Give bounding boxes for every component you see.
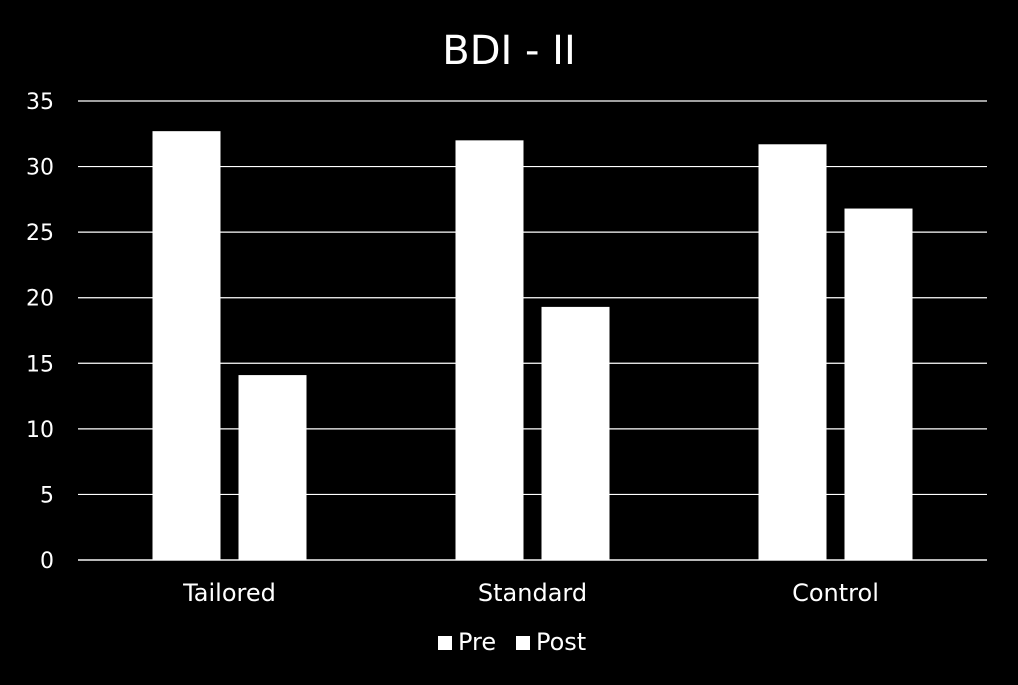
legend-label-post: Post <box>536 628 586 656</box>
bars <box>152 131 913 561</box>
legend-label-pre: Pre <box>458 628 496 656</box>
bar-standard-post <box>541 306 610 560</box>
legend: Pre Post <box>438 628 586 656</box>
y-tick-label: 20 <box>26 287 54 312</box>
y-tick-label: 10 <box>26 418 54 443</box>
y-tick-label: 30 <box>26 156 54 181</box>
y-axis: 0 5 10 15 20 25 30 35 <box>26 90 54 574</box>
bar-tailored-post <box>238 375 307 560</box>
y-tick-label: 25 <box>26 221 54 246</box>
bar-tailored-pre <box>152 131 221 561</box>
bar-control-pre <box>758 144 827 560</box>
y-tick-label: 5 <box>40 483 54 508</box>
x-category-label: Tailored <box>182 579 276 607</box>
x-category-label: Standard <box>478 579 587 607</box>
y-tick-label: 15 <box>26 352 54 377</box>
chart-title: BDI - II <box>442 28 576 74</box>
y-tick-label: 35 <box>26 90 54 115</box>
x-axis: Tailored Standard Control <box>78 559 987 607</box>
gridlines <box>78 100 987 561</box>
legend-swatch-post <box>516 636 530 650</box>
bar-standard-pre <box>455 140 524 561</box>
legend-swatch-pre <box>438 636 452 650</box>
y-tick-label: 0 <box>40 549 54 574</box>
x-category-label: Control <box>792 579 879 607</box>
bar-control-post <box>844 208 913 560</box>
